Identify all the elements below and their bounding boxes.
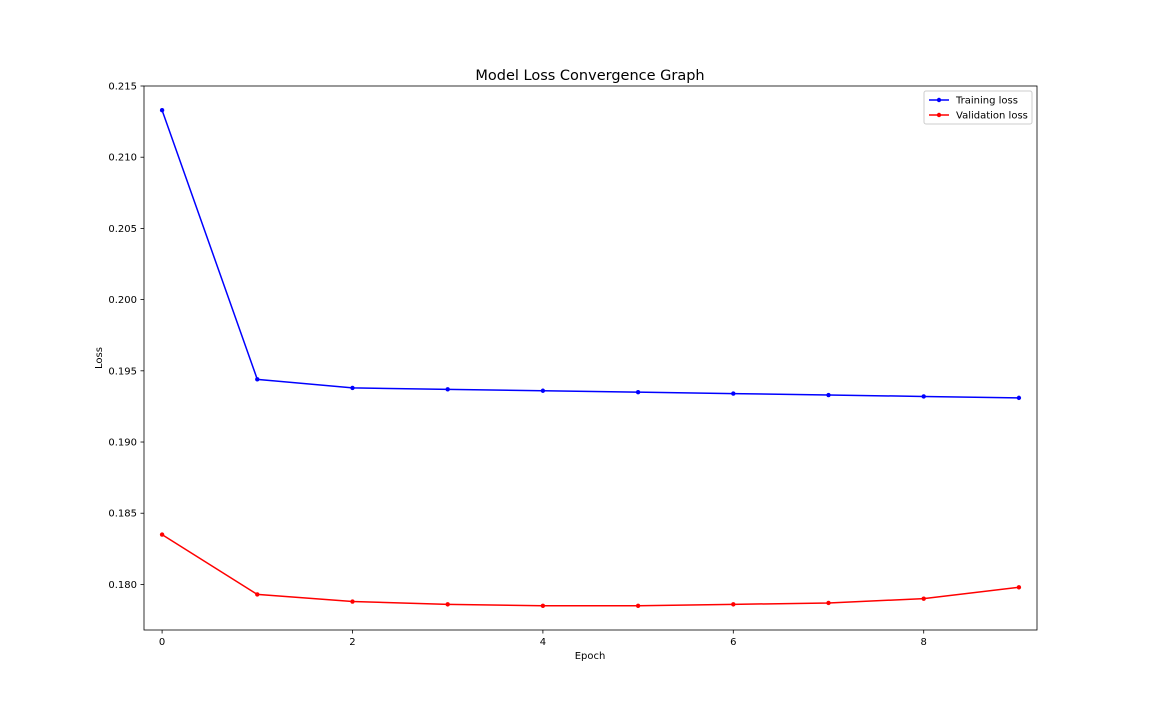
x-tick-label: 6 (730, 637, 736, 648)
validation-loss-point (731, 602, 736, 607)
validation-loss-point (255, 592, 260, 597)
legend: Training loss Validation loss (923, 90, 1033, 125)
validation-loss-point (921, 596, 926, 601)
y-axis: 0.180 0.185 0.190 0.195 0.200 0.205 0.210 0.215 (108, 82, 144, 591)
y-tick-label: 0.190 (108, 438, 137, 449)
legend-label-validation-loss: Validation loss (956, 111, 1028, 122)
y-tick-label: 0.215 (108, 82, 137, 93)
training-loss-point (445, 387, 450, 392)
legend-marker-validation-loss (936, 112, 942, 118)
training-loss-point (350, 385, 355, 391)
validation-loss-point (350, 599, 355, 604)
legend-box (923, 90, 1033, 125)
x-tick-label: 8 (921, 637, 927, 648)
x-axis: 0 2 4 6 8 (159, 630, 927, 648)
training-loss-line (161, 109, 1019, 399)
validation-loss-point (1016, 585, 1022, 590)
x-tick-label: 4 (540, 637, 546, 648)
training-loss-point (540, 388, 546, 393)
validation-loss-line (161, 533, 1019, 607)
chart-title: Model Loss Convergence Graph (475, 68, 704, 84)
x-tick-label: 0 (159, 637, 165, 648)
training-loss-point (1016, 395, 1022, 401)
training-loss-point (255, 377, 260, 382)
x-axis-label: Epoch (575, 651, 606, 662)
training-loss-point (826, 392, 831, 398)
x-tick-label: 2 (349, 637, 355, 648)
legend-marker-training-loss (936, 97, 942, 103)
series-layer (159, 108, 1022, 608)
validation-loss-point (445, 602, 450, 607)
y-tick-label: 0.210 (108, 153, 137, 164)
validation-loss-point (159, 532, 165, 537)
y-tick-label: 0.195 (108, 366, 137, 377)
y-tick-label: 0.185 (108, 509, 137, 520)
validation-loss-point (826, 600, 831, 606)
training-loss-point (635, 389, 641, 395)
legend-label-training-loss: Training loss (955, 96, 1018, 107)
training-loss-point (731, 391, 736, 396)
training-loss-point (159, 108, 165, 113)
y-tick-label: 0.200 (108, 295, 137, 306)
training-loss-point (921, 394, 926, 399)
plot-area-frame (143, 85, 1038, 631)
y-tick-label: 0.180 (108, 580, 137, 591)
validation-loss-point (635, 603, 641, 608)
validation-loss-point (540, 603, 546, 608)
y-axis-label: Loss (94, 347, 105, 369)
y-tick-label: 0.205 (108, 224, 137, 235)
